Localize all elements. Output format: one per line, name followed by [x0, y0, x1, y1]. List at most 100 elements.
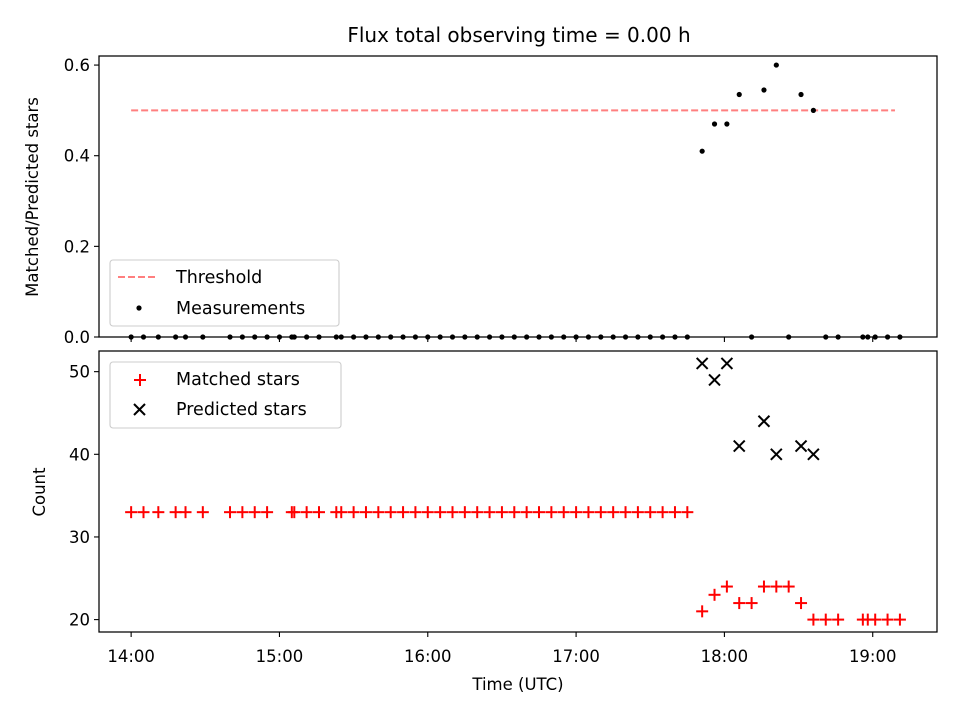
matched-stars-point — [533, 506, 546, 519]
x-stroke-2 — [757, 415, 771, 428]
bottom-plot-marks — [125, 357, 906, 626]
matched-stars-point — [819, 613, 832, 626]
matched-stars-point — [696, 605, 709, 618]
matched-stars-point — [807, 613, 820, 626]
predicted-stars-point — [695, 357, 709, 370]
legend-measurements-label: Measurements — [176, 299, 305, 319]
matched-stars-point — [483, 506, 496, 519]
legend-matched-label: Matched stars — [176, 370, 300, 390]
legend-matched-swatch — [134, 374, 146, 386]
matched-stars-point — [372, 506, 385, 519]
bottom-x-tick-label: 19:00 — [849, 647, 897, 666]
matched-stars-point — [782, 580, 795, 593]
matched-stars-point — [248, 506, 261, 519]
x-stroke-2 — [708, 373, 721, 387]
matched-stars-point — [681, 506, 694, 519]
bottom-y-tick-label: 50 — [69, 363, 90, 382]
matched-stars-point — [313, 506, 326, 519]
bottom-x-tick-label: 15:00 — [256, 647, 304, 666]
matched-stars-point — [347, 506, 360, 519]
matched-stars-point — [224, 506, 237, 519]
matched-stars-point — [179, 506, 192, 519]
legend-predicted-label: Predicted stars — [176, 400, 307, 420]
measurement-point — [810, 107, 817, 113]
measurement-point — [773, 62, 779, 68]
x-stroke-2 — [733, 439, 746, 453]
matched-stars-point — [359, 506, 372, 519]
x-stroke-2 — [720, 357, 734, 370]
matched-stars-point — [261, 506, 274, 519]
matched-stars-point — [745, 597, 758, 610]
predicted-stars-point — [720, 357, 734, 370]
bottom-y-tick-label: 30 — [69, 528, 90, 547]
predicted-stars-point — [770, 448, 783, 461]
bottom-legend-box — [109, 361, 342, 429]
top-y-tick-label: 0.6 — [64, 56, 90, 75]
bottom-y-tick-label: 40 — [69, 445, 90, 464]
top-y-axis-label: Matched/Predicted stars — [23, 97, 42, 297]
matched-stars-point — [196, 506, 209, 519]
matched-stars-point — [397, 506, 410, 519]
bottom-plot-frame — [98, 350, 938, 633]
matched-stars-point — [795, 597, 808, 610]
matched-stars-point — [125, 506, 138, 519]
measurement-point — [736, 91, 742, 98]
predicted-stars-point — [733, 439, 746, 453]
matched-stars-point — [300, 506, 313, 519]
matched-stars-point — [893, 613, 906, 626]
x-stroke-2 — [794, 439, 808, 453]
matched-stars-point — [458, 506, 471, 519]
top-axes: 0.0 0.2 0.4 0.6 — [64, 56, 874, 347]
bottom-legend: Matched stars Predicted stars — [109, 361, 342, 429]
matched-stars-point — [384, 506, 397, 519]
matched-stars-point — [720, 580, 733, 593]
legend-predicted-swatch — [133, 403, 146, 416]
matched-stars-point — [631, 506, 644, 519]
matched-stars-point — [434, 506, 447, 519]
bottom-x-tick-label: 16:00 — [404, 647, 452, 666]
bottom-y-tick-label: 20 — [69, 611, 90, 630]
matched-stars-point — [881, 613, 894, 626]
matched-stars-point — [869, 613, 882, 626]
matched-stars-point — [152, 506, 165, 519]
top-legend: Threshold Measurements — [109, 259, 340, 327]
x-axis-label: Time (UTC) — [471, 675, 563, 694]
matched-stars-point — [594, 506, 607, 519]
bottom-y-axis-label: Count — [30, 467, 49, 517]
matched-stars-point — [656, 506, 669, 519]
matched-stars-point — [236, 506, 249, 519]
matched-stars-point — [757, 580, 770, 593]
matched-stars-point — [733, 597, 746, 610]
x-stroke-2 — [770, 448, 783, 461]
matched-stars-point — [557, 506, 570, 519]
legend-measurements-swatch — [136, 305, 142, 311]
matched-stars-point — [644, 506, 657, 519]
matched-stars-point — [288, 506, 301, 519]
bottom-x-tick-label: 14:00 — [107, 647, 155, 666]
measurement-point — [761, 87, 767, 93]
predicted-stars-point — [708, 373, 721, 387]
predicted-stars-point — [794, 439, 808, 453]
legend-threshold-label: Threshold — [175, 268, 262, 288]
bottom-panel: Count Time (UTC) 20 30 40 50 14:00 15:00 16:00… — [30, 350, 938, 694]
top-y-tick-label: 0.0 — [64, 328, 90, 347]
top-y-tick-label: 0.4 — [64, 147, 90, 166]
measurement-point — [711, 121, 718, 127]
top-y-tick-label: 0.2 — [64, 237, 90, 256]
matched-stars-point — [619, 506, 632, 519]
top-plot-frame — [98, 55, 938, 338]
chart-title: Flux total observing time = 0.00 h — [347, 23, 690, 47]
matched-stars-point — [708, 588, 721, 601]
bottom-x-tick-label: 18:00 — [701, 647, 749, 666]
matched-stars-point — [421, 506, 434, 519]
measurement-point — [724, 121, 730, 127]
predicted-stars-point — [757, 415, 771, 428]
matched-stars-point — [495, 506, 508, 519]
matched-stars-point — [582, 506, 595, 519]
matched-stars-point — [570, 506, 583, 519]
top-legend-box — [109, 259, 340, 327]
matched-stars-point — [668, 506, 681, 519]
predicted-stars-point — [807, 448, 820, 461]
matched-stars-point — [471, 506, 484, 519]
